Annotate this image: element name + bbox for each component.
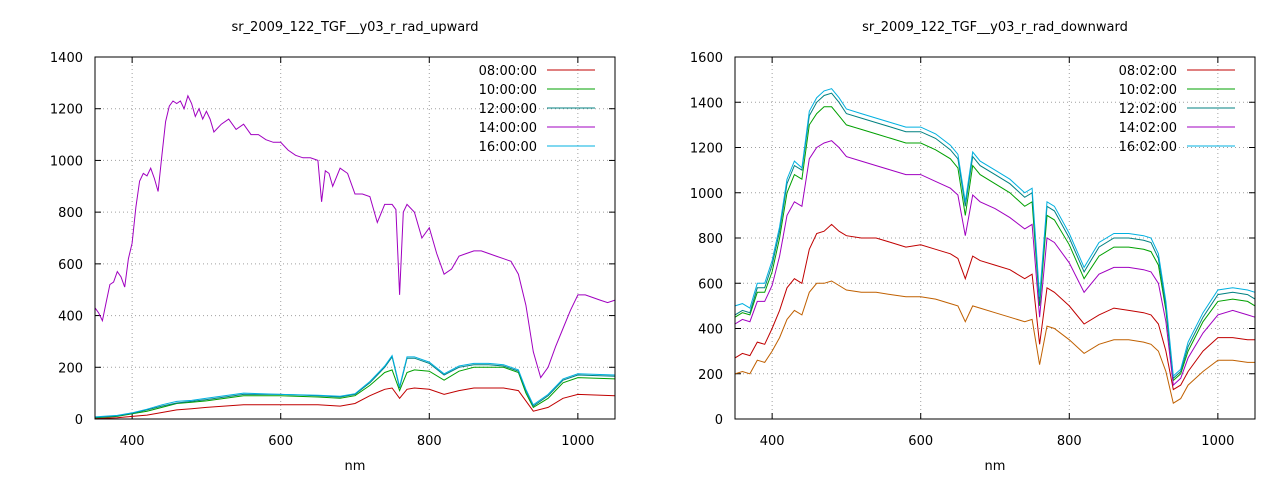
series-line-3 — [734, 92, 1256, 380]
y-tick-label: 800 — [58, 206, 83, 221]
series-line-5 — [94, 354, 616, 418]
y-tick-label: 1000 — [50, 154, 83, 169]
legend-label: 12:00:00 — [479, 102, 537, 117]
plot-frame — [734, 56, 1256, 420]
legend-label: 08:02:00 — [1119, 64, 1177, 79]
y-tick-label: 600 — [698, 277, 723, 292]
y-tick-label: 1200 — [690, 142, 723, 157]
y-tick-label: 1600 — [690, 51, 723, 66]
x-tick-label: 600 — [908, 434, 933, 449]
x-tick-label: 400 — [760, 434, 785, 449]
series-line-4 — [734, 140, 1256, 387]
series-line-1 — [734, 223, 1255, 391]
legend-label: 10:02:00 — [1119, 83, 1177, 98]
series-line-2 — [94, 366, 616, 419]
chart-title: sr_2009_122_TGF__y03_r_rad_downward — [862, 20, 1128, 35]
legend-label: 16:02:00 — [1119, 140, 1177, 155]
y-tick-label: 800 — [698, 232, 723, 247]
legend-label: 08:00:00 — [479, 64, 537, 79]
x-tick-label: 1000 — [561, 434, 594, 449]
chart-title: sr_2009_122_TGF__y03_r_rad_upward — [231, 20, 478, 35]
legend-label: 12:02:00 — [1119, 102, 1177, 117]
series-line-2 — [734, 106, 1256, 382]
x-tick-label: 400 — [120, 434, 145, 449]
legend-label: 14:00:00 — [479, 121, 537, 136]
y-tick-label: 400 — [58, 310, 83, 325]
series-line-5 — [734, 88, 1256, 378]
series-line-6 — [734, 280, 1255, 404]
legend-label: 14:02:00 — [1119, 121, 1177, 136]
y-tick-label: 1400 — [690, 96, 723, 111]
y-tick-label: 0 — [715, 413, 723, 428]
y-tick-label: 1400 — [50, 51, 83, 66]
legend-label: 16:00:00 — [479, 140, 537, 155]
x-axis-label: nm — [345, 459, 366, 474]
y-tick-label: 1200 — [50, 103, 83, 118]
y-tick-label: 200 — [58, 361, 83, 376]
y-tick-label: 200 — [698, 368, 723, 383]
y-tick-label: 600 — [58, 258, 83, 273]
legend-label: 10:00:00 — [479, 83, 537, 98]
x-tick-label: 1000 — [1201, 434, 1234, 449]
x-tick-label: 800 — [417, 434, 442, 449]
y-tick-label: 400 — [698, 323, 723, 338]
plot-frame — [94, 56, 616, 420]
x-axis-label: nm — [985, 459, 1006, 474]
y-tick-label: 0 — [75, 413, 83, 428]
series-line-1 — [94, 387, 616, 419]
x-tick-label: 600 — [268, 434, 293, 449]
series-line-4 — [94, 94, 616, 379]
y-tick-label: 1000 — [690, 187, 723, 202]
x-tick-label: 800 — [1057, 434, 1082, 449]
